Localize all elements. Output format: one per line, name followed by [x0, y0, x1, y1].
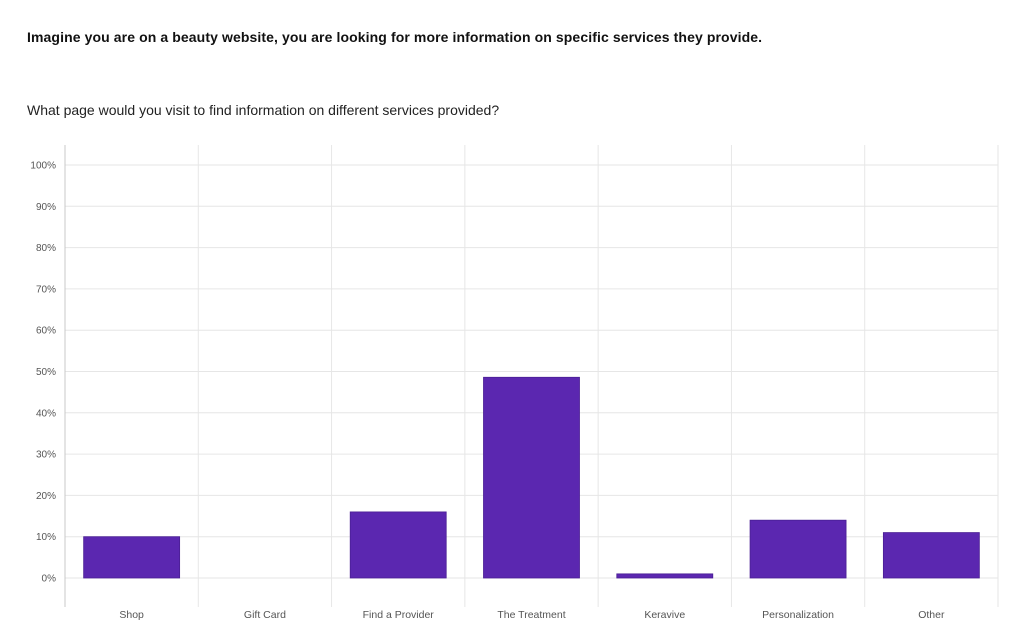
y-tick-label: 80%: [36, 243, 56, 254]
y-tick-label: 50%: [36, 367, 56, 378]
y-tick-label: 40%: [36, 408, 56, 419]
question-text: What page would you visit to find inform…: [27, 102, 500, 118]
y-tick-label: 90%: [36, 202, 56, 213]
x-category-label: Gift Card: [244, 609, 286, 621]
bar: [349, 511, 447, 579]
survey-heading: Imagine you are on a beauty website, you…: [27, 29, 763, 45]
bar: [616, 573, 714, 579]
y-tick-label: 20%: [36, 491, 56, 502]
y-tick-label: 0%: [42, 574, 57, 585]
x-category-label: Other: [918, 609, 945, 621]
bar: [882, 532, 980, 579]
bar: [83, 536, 181, 579]
x-category-label: Shop: [119, 609, 144, 621]
bar: [749, 519, 847, 579]
y-tick-label: 60%: [36, 326, 56, 337]
x-category-label: Personalization: [762, 609, 834, 621]
x-category-label: Keravive: [644, 609, 685, 621]
y-tick-label: 10%: [36, 532, 56, 543]
y-tick-label: 30%: [36, 450, 56, 461]
y-tick-label: 100%: [30, 161, 56, 172]
bar: [483, 376, 580, 579]
x-category-label: The Treatment: [497, 609, 565, 621]
x-category-label: Find a Provider: [363, 609, 435, 621]
y-tick-label: 70%: [36, 284, 56, 295]
